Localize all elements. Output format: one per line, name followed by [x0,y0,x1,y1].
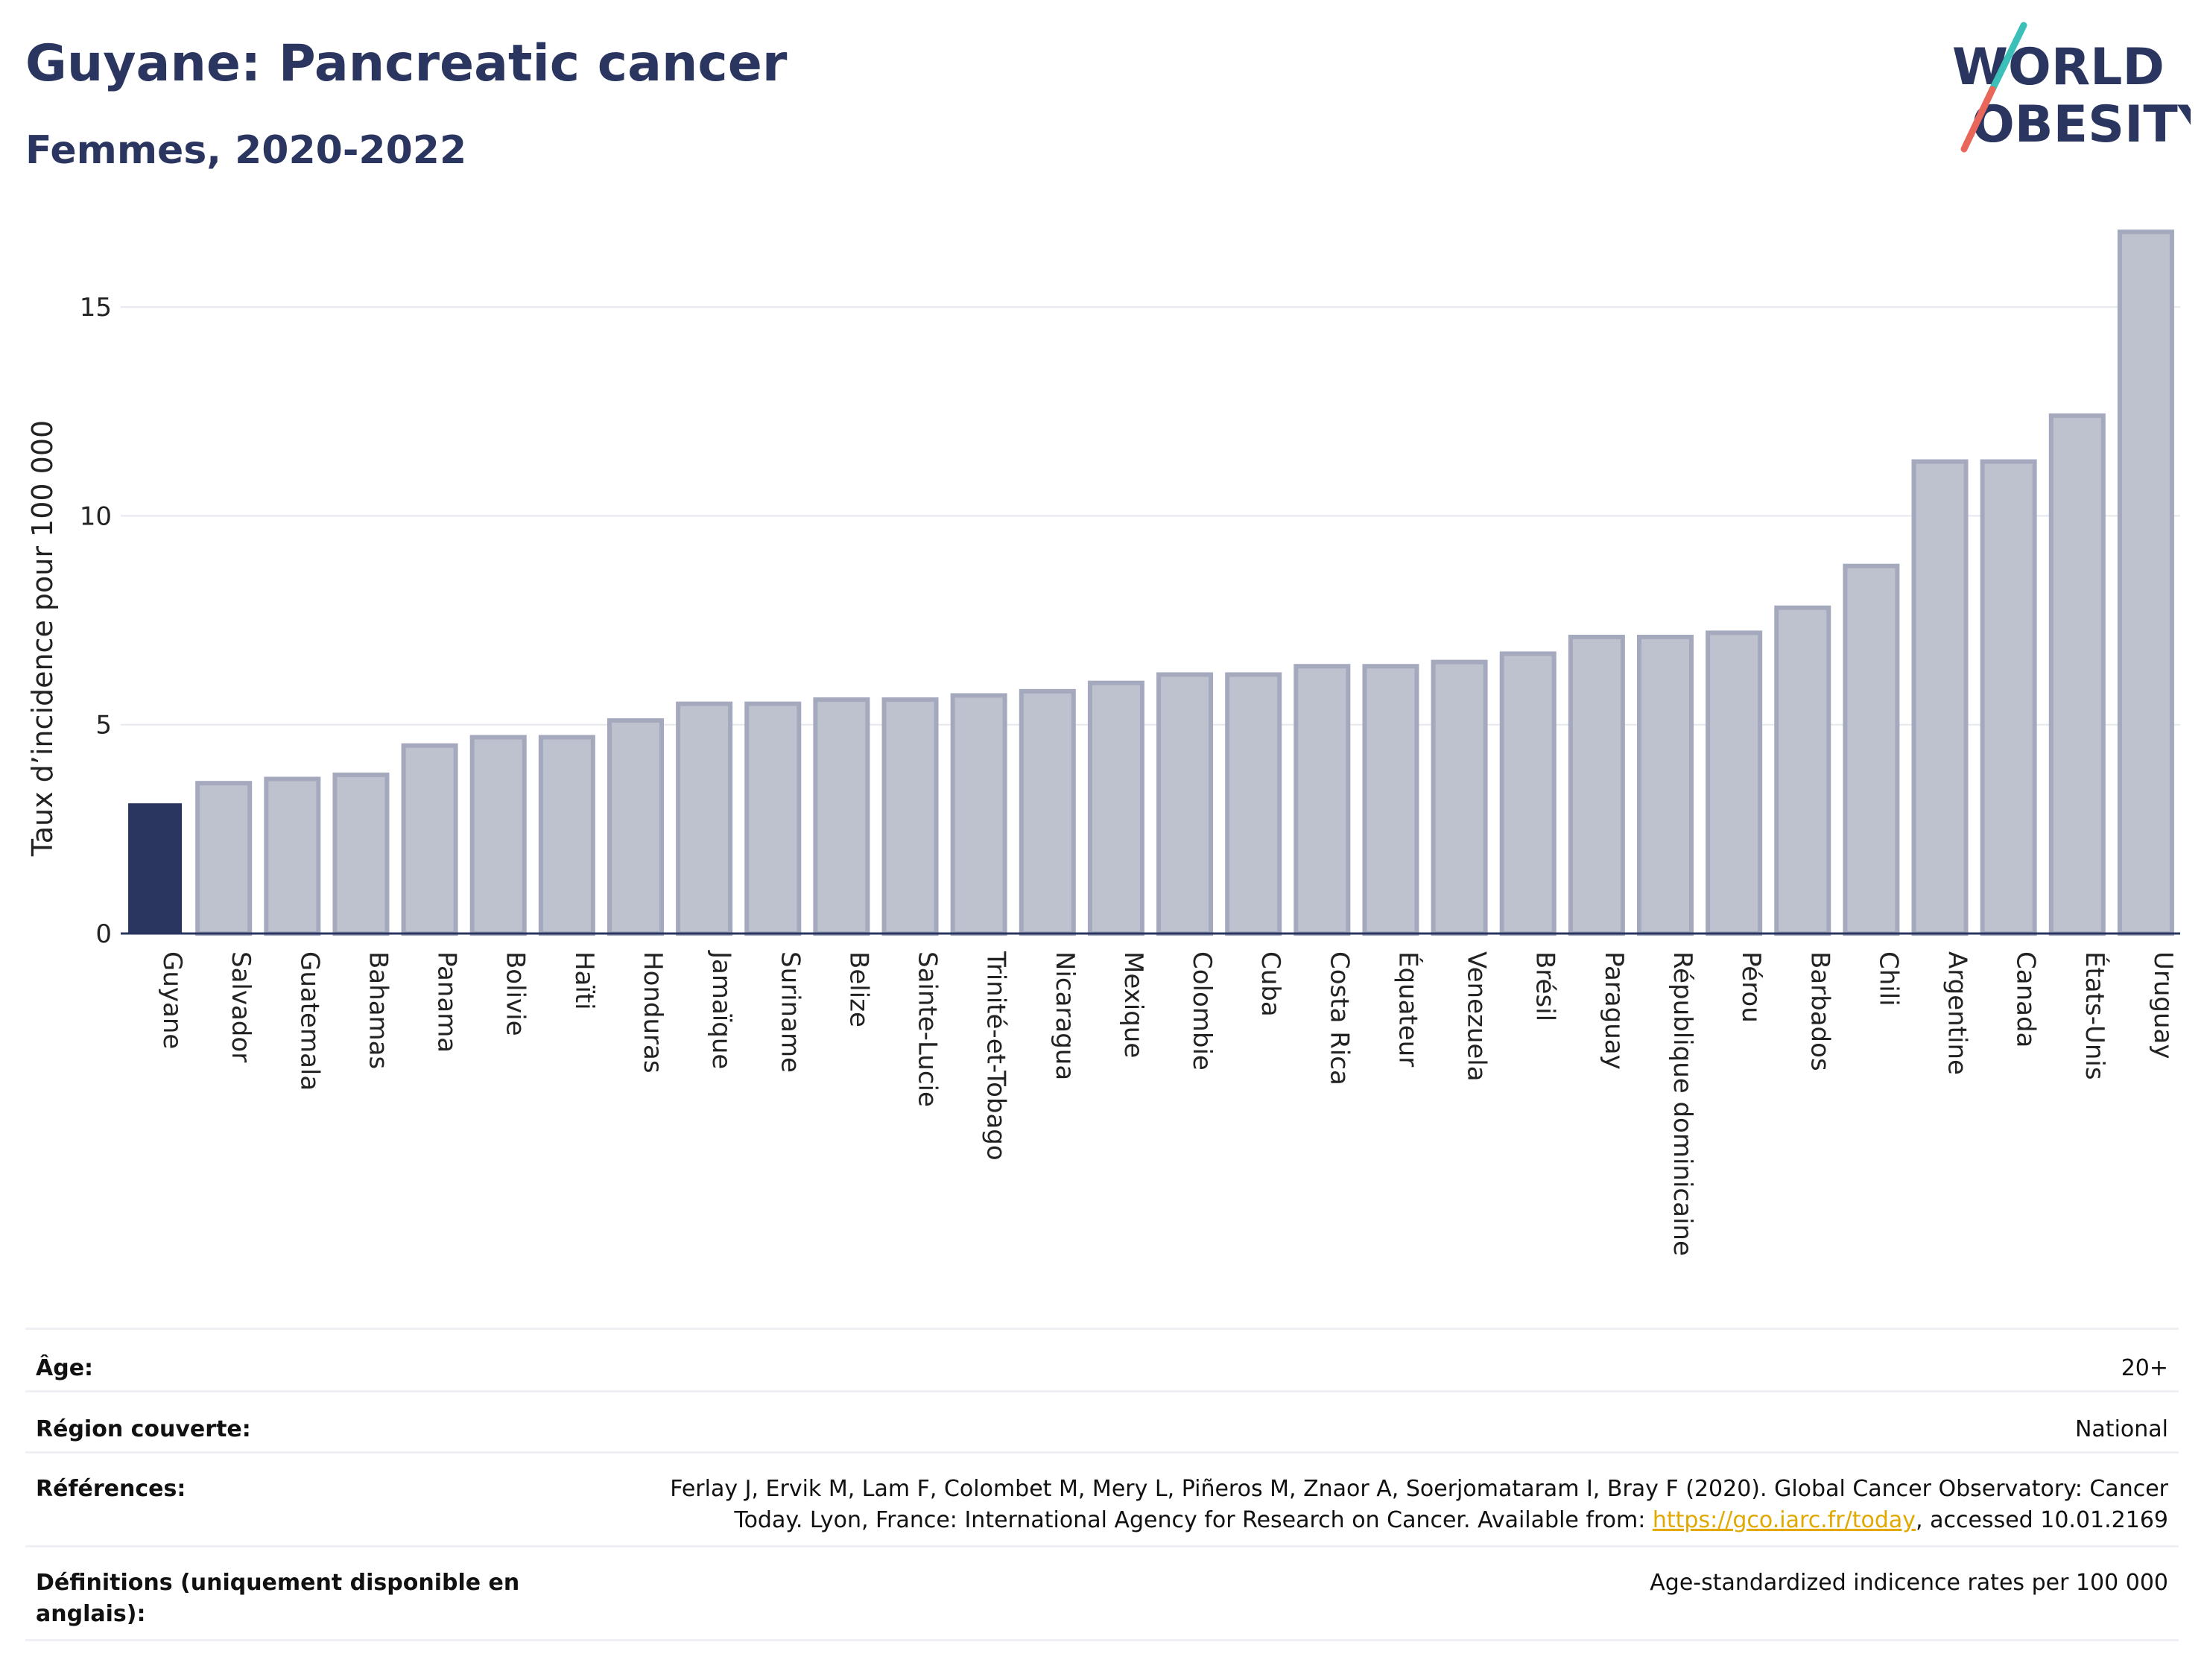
bar-bahamas [332,772,390,936]
x-tick-label: Suriname [775,951,805,1073]
bar-venezuela [1431,659,1488,936]
references-value: Ferlay J, Ervik M, Lam F, Colombet M, Me… [604,1474,2168,1536]
x-tick-label: Guatemala [294,951,324,1091]
x-tick-label: Nicaragua [1050,951,1080,1080]
bar-chart: 0 5 10 15 Guyane Salvador Guatemala Bahamas Pan… [26,229,2180,1256]
divider [25,1545,2179,1547]
bar-cuba [1225,672,1282,936]
x-tick-label: Paraguay [1599,951,1629,1070]
x-axis-labels: Guyane Salvador Guatemala Bahamas Panama Boli… [157,950,2178,1256]
bar-barbados [1774,605,1831,936]
bar-panama [401,743,458,936]
bar-mexique [1087,680,1144,936]
bar-chili [1843,563,1900,936]
references-label: Références: [36,1476,186,1502]
bar-jamaïque [676,701,733,936]
bar-honduras [607,718,665,936]
bar-pérou [1706,630,1763,936]
y-tick-label: 0 [95,919,112,949]
bar-brésil [1499,651,1557,936]
x-tick-label: Trinité-et-Tobago [981,951,1011,1161]
x-tick-label: Pérou [1736,951,1766,1023]
region-value: National [2074,1416,2168,1442]
x-tick-label: Bahamas [363,951,393,1069]
divider [25,1451,2179,1454]
bar-guatemala [264,776,321,936]
bar-belize [813,697,870,936]
chart-subtitle: Femmes, 2020-2022 [25,128,467,173]
region-label: Région couverte: [36,1416,251,1442]
bar-costa-rica [1293,664,1351,936]
x-tick-label: Haïti [569,951,599,1010]
divider [25,1390,2179,1392]
divider [25,1639,2179,1641]
chart-title: Guyane: Pancreatic cancer [25,34,788,93]
x-tick-label: Guyane [157,951,187,1049]
definitions-label: Définitions (uniquement disponible en an… [36,1570,520,1627]
y-tick-label: 10 [80,501,112,531]
x-tick-label: Belize [843,951,873,1027]
y-tick-label: 5 [95,711,112,741]
x-tick-label: États-Unis [2080,951,2110,1080]
bar-guyane [128,803,183,934]
logo-line-1: WORLD [1952,38,2165,97]
x-tick-label: Jamaïque [706,950,736,1069]
bar-canada [1980,459,2037,936]
x-tick-label: Salvador [226,951,256,1062]
references-line-2-start: Today. Lyon, France: International Agenc… [734,1507,1653,1533]
logo-line-2: OBESITY [1972,95,2191,154]
gridlines [121,306,2180,726]
x-tick-label: Bolivie [501,951,531,1036]
bars [128,229,2174,936]
x-tick-label: Colombie [1187,951,1217,1071]
logo-slash-red [1960,86,1996,153]
x-tick-label: Sainte-Lucie [913,951,943,1107]
x-tick-label: Cuba [1255,951,1285,1017]
bar-haïti [538,735,595,936]
x-tick-label: République dominicaine [1668,951,1697,1256]
references-line-2: Today. Lyon, France: International Agenc… [604,1505,2168,1536]
bar-république-dominicaine [1636,634,1694,936]
age-label: Âge: [36,1355,94,1381]
x-tick-label: Honduras [638,951,668,1074]
x-tick-label: Uruguay [2148,951,2178,1059]
bar-nicaragua [1019,688,1076,936]
world-obesity-logo: WORLD OBESITY [1952,22,2191,154]
bar-trinité-et-tobago [950,693,1007,936]
x-tick-label: Costa Rica [1324,951,1354,1085]
x-tick-label: Argentine [1942,951,1972,1075]
bar-équateur [1362,664,1419,936]
bar-sainte-lucie [881,697,939,936]
x-tick-label: Brésil [1530,951,1560,1021]
bar-colombie [1156,672,1214,936]
metadata-table: Âge: 20+ Région couverte: National Référ… [25,1328,2179,1655]
references-line-2-end: , accessed 10.01.2169 [1916,1507,2168,1533]
references-line-1: Ferlay J, Ervik M, Lam F, Colombet M, Me… [670,1476,2168,1502]
bar-salvador [195,781,253,936]
logo-slash-teal [1989,22,2027,93]
bar-états-unis [2048,413,2106,936]
y-axis-label: Taux d’incidence pour 100 000 [26,420,59,857]
divider [25,1328,2179,1330]
bar-paraguay [1568,634,1625,936]
references-link[interactable]: https://gco.iarc.fr/today [1652,1507,1916,1533]
bar-suriname [744,701,802,936]
x-tick-label: Équateur [1393,951,1423,1067]
x-tick-label: Mexique [1118,951,1148,1058]
x-tick-label: Chili [1873,951,1903,1007]
bar-bolivie [469,735,527,936]
bar-uruguay [2117,229,2174,936]
bar-argentine [1911,459,1969,936]
x-tick-label: Barbados [1805,951,1834,1071]
y-axis-ticks: 0 5 10 15 [80,293,112,949]
definitions-value: Age-standardized indicence rates per 100… [1650,1570,2168,1596]
age-value: 20+ [2121,1355,2168,1381]
x-tick-label: Venezuela [1462,951,1492,1082]
x-tick-label: Canada [2011,951,2041,1047]
y-tick-label: 15 [80,293,112,323]
x-tick-label: Panama [432,951,462,1053]
